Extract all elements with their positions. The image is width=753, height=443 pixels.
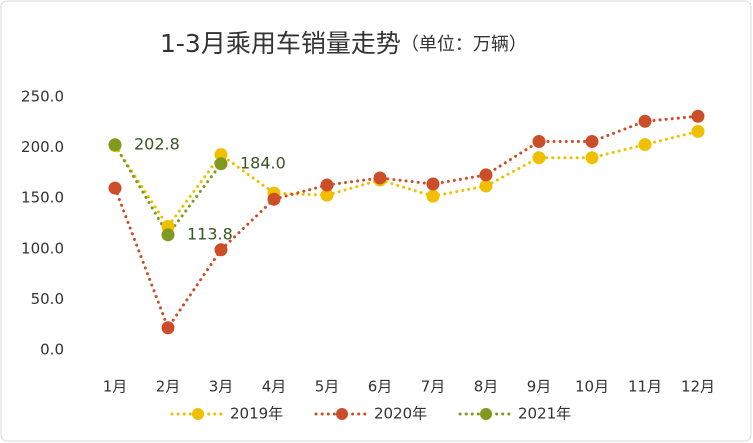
- point-marker: [108, 181, 122, 195]
- point-marker: [108, 138, 122, 152]
- y-tick-label: 0.0: [40, 341, 64, 359]
- chart-title-group: 1-3月乘用车销量走势（单位：万辆）: [160, 29, 527, 58]
- x-tick-label: 10月: [575, 378, 609, 396]
- y-tick-label: 150.0: [21, 189, 64, 207]
- point-marker: [267, 192, 281, 206]
- point-marker: [161, 321, 175, 335]
- point-marker: [585, 151, 599, 165]
- series-line: [113, 114, 700, 331]
- legend-marker: [192, 408, 204, 420]
- point-marker: [638, 114, 652, 128]
- legend-marker: [336, 408, 348, 420]
- x-tick-label: 3月: [209, 378, 234, 396]
- x-tick-label: 12月: [681, 378, 715, 396]
- point-marker: [691, 109, 705, 123]
- y-tick-label: 250.0: [21, 88, 64, 106]
- x-tick-label: 11月: [628, 378, 662, 396]
- y-tick-label: 50.0: [31, 290, 64, 308]
- point-marker: [585, 135, 599, 149]
- x-tick-label: 9月: [527, 378, 552, 396]
- point-marker: [532, 151, 546, 165]
- x-tick-label: 6月: [368, 378, 393, 396]
- x-tick-label: 8月: [474, 378, 499, 396]
- data-label: 113.8: [187, 224, 233, 243]
- chart-title: 1-3月乘用车销量走势: [160, 29, 401, 58]
- data-label: 202.8: [134, 134, 180, 153]
- chart-subtitle: （单位：万辆）: [401, 34, 527, 55]
- legend-label: 2020年: [374, 405, 427, 423]
- y-tick-label: 100.0: [21, 239, 64, 257]
- point-marker: [214, 157, 228, 171]
- legend-marker: [480, 408, 492, 420]
- x-tick-label: 7月: [421, 378, 446, 396]
- x-tick-label: 4月: [262, 378, 287, 396]
- series-line: [113, 129, 700, 230]
- legend-label: 2019年: [230, 405, 283, 423]
- point-marker: [161, 228, 175, 242]
- point-marker: [214, 148, 228, 162]
- point-marker: [426, 177, 440, 191]
- point-marker: [638, 138, 652, 152]
- point-marker: [320, 178, 334, 192]
- point-marker: [532, 135, 546, 149]
- point-marker: [479, 179, 493, 193]
- y-tick-label: 200.0: [21, 138, 64, 156]
- point-marker: [214, 243, 228, 257]
- data-label: 184.0: [240, 153, 286, 172]
- point-marker: [691, 124, 705, 138]
- x-tick-label: 5月: [315, 378, 340, 396]
- x-tick-label: 2月: [156, 378, 181, 396]
- point-marker: [373, 171, 387, 185]
- point-marker: [320, 188, 334, 202]
- point-marker: [426, 189, 440, 203]
- legend-label: 2021年: [518, 405, 571, 423]
- point-marker: [479, 168, 493, 182]
- x-tick-label: 1月: [103, 378, 128, 396]
